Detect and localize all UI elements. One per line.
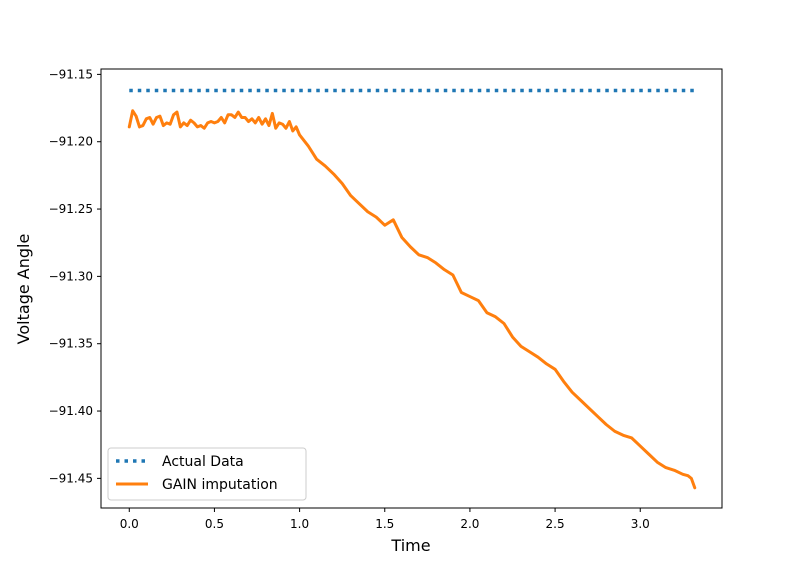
x-tick-label: 1.0 bbox=[290, 517, 309, 531]
legend-label-actual-data: Actual Data bbox=[162, 454, 244, 470]
x-axis: 0.0 0.5 1.0 1.5 2.0 2.5 3.0 bbox=[120, 508, 650, 531]
y-tick-label: −91.20 bbox=[49, 135, 93, 149]
y-tick-label: −91.35 bbox=[49, 337, 93, 351]
legend-label-gain-imputation: GAIN imputation bbox=[162, 477, 278, 493]
plot-frame bbox=[100, 68, 723, 509]
y-axis-title: Voltage Angle bbox=[14, 234, 33, 345]
y-tick-label: −91.15 bbox=[49, 67, 93, 81]
x-axis-title: Time bbox=[390, 536, 430, 555]
x-tick-label: 3.0 bbox=[631, 517, 650, 531]
series-gain-imputation bbox=[127, 109, 697, 490]
y-tick-label: −91.25 bbox=[49, 202, 93, 216]
series-layer bbox=[127, 88, 697, 490]
legend: Actual Data GAIN imputation bbox=[107, 447, 307, 501]
y-tick-label: −91.30 bbox=[49, 269, 93, 283]
x-tick-label: 0.5 bbox=[205, 517, 224, 531]
y-axis: −91.15 −91.20 −91.25 −91.30 −91.35 −91.40 −91.… bbox=[49, 67, 101, 485]
x-tick-label: 2.5 bbox=[546, 517, 565, 531]
x-tick-label: 0.0 bbox=[120, 517, 139, 531]
x-tick-label: 2.0 bbox=[460, 517, 479, 531]
x-tick-label: 1.5 bbox=[375, 517, 394, 531]
y-tick-label: −91.40 bbox=[49, 404, 93, 418]
legend-box bbox=[107, 447, 307, 501]
y-tick-label: −91.45 bbox=[49, 471, 93, 485]
